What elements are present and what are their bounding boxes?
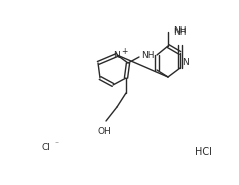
Text: NH: NH — [173, 28, 187, 37]
Text: OH: OH — [97, 127, 111, 136]
Text: +: + — [121, 46, 127, 56]
Text: HCl: HCl — [195, 147, 212, 157]
Text: Cl: Cl — [42, 144, 50, 152]
Text: NH: NH — [173, 26, 187, 35]
Text: N: N — [182, 58, 189, 67]
Text: NH: NH — [141, 51, 155, 60]
Text: ⁻: ⁻ — [54, 139, 58, 149]
Text: N: N — [113, 51, 119, 60]
